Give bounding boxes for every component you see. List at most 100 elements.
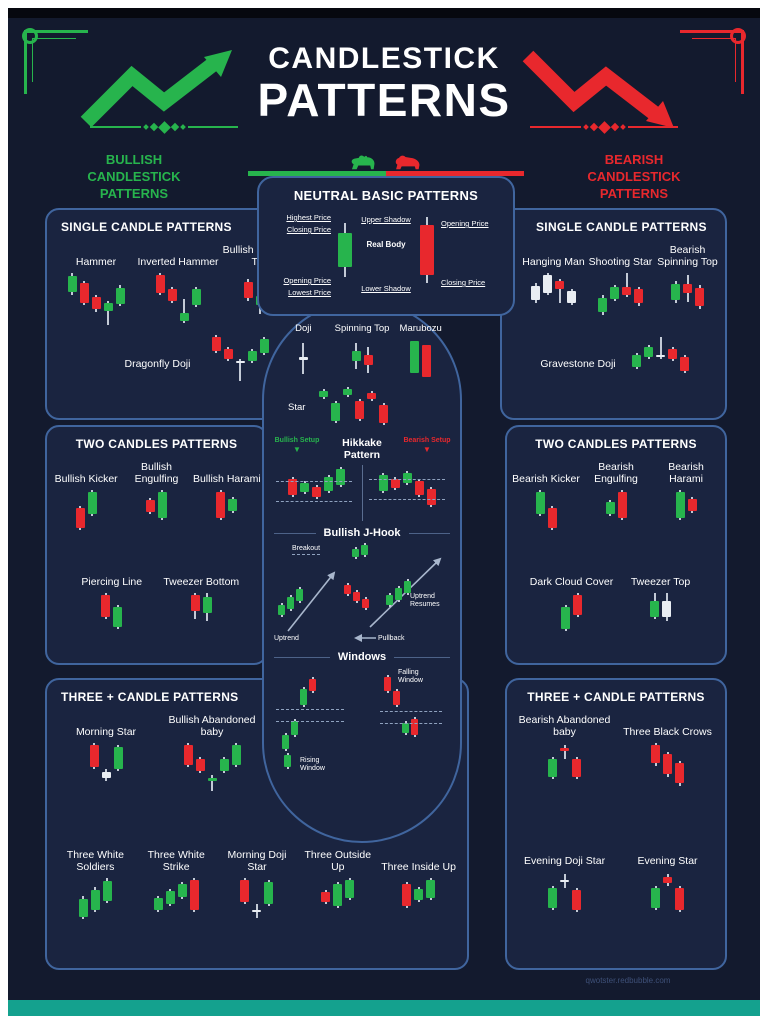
pattern-star: Star <box>264 386 460 431</box>
pattern-bullish-abandoned-baby: Bullish Abandoned baby <box>159 712 265 801</box>
pattern-name: Evening Star <box>637 854 698 867</box>
candle-upper-wick <box>263 337 265 339</box>
pattern-bearish-spinning-top: Bearish Spinning Top <box>654 242 721 331</box>
dashed-line <box>276 709 344 711</box>
candles-bearish-kicker <box>535 490 557 548</box>
candle-bearish <box>572 888 581 912</box>
candle-upper-wick <box>336 882 339 884</box>
candle-lower-wick <box>339 485 342 488</box>
dashed-line <box>380 711 442 713</box>
candle-lower-wick <box>370 398 373 401</box>
pattern-three-white-soldiers: Three White Soldiers <box>55 847 136 936</box>
candle-upper-wick <box>169 889 172 891</box>
candle-bearish <box>572 757 581 779</box>
candle-bullish <box>296 587 303 604</box>
title-line-2: PATTERNS <box>257 74 511 126</box>
candle-upper-wick <box>354 547 357 550</box>
candle-body <box>367 392 377 399</box>
candle-body <box>695 288 704 306</box>
candle-bearish <box>420 217 434 283</box>
candles-jhook-breakout <box>352 543 368 560</box>
candles-three-black-crows <box>651 743 684 801</box>
candle-bullish <box>386 593 393 608</box>
candle-bearish <box>687 497 697 513</box>
pattern-row: Evening Doji Star Evening Star <box>507 841 725 930</box>
candle-lower-wick <box>94 910 97 912</box>
candle-upper-wick <box>106 878 109 881</box>
neutral-title: NEUTRAL BASIC PATTERNS <box>293 188 479 203</box>
candle-lower-wick <box>289 609 292 612</box>
pattern-three-black-crows: Three Black Crows <box>616 712 719 801</box>
pattern-bearish-kicker: Bearish Kicker <box>511 459 581 548</box>
candle-lower-wick <box>674 300 677 303</box>
pattern-row: Bullish Kicker Bullish Engulfing Bullish… <box>47 459 266 548</box>
candle-upper-wick <box>157 896 160 898</box>
candle-body <box>560 748 569 751</box>
candle-body <box>235 361 245 363</box>
candle-lower-wick <box>625 295 628 297</box>
candle-lower-wick <box>354 557 357 560</box>
candle-upper-wick <box>193 878 196 880</box>
candle-upper-wick <box>406 471 409 474</box>
candle-upper-wick <box>358 398 361 401</box>
pattern-bullish-engulfing: Bullish Engulfing <box>121 459 191 548</box>
candle-neutral <box>235 359 245 381</box>
pattern-name: Bullish Kicker <box>54 472 118 485</box>
candle-lower-wick <box>647 357 650 359</box>
candles-dark-cloud-cover <box>561 593 582 651</box>
candle-upper-wick <box>575 757 578 759</box>
candle-upper-wick <box>625 273 628 287</box>
candle-upper-wick <box>199 757 201 759</box>
candle-lower-wick <box>93 767 95 769</box>
candle-body <box>543 275 552 293</box>
candle-upper-wick <box>370 390 373 393</box>
candle-body <box>189 880 199 910</box>
candle-bullish <box>102 878 112 903</box>
pattern-tweezer-bottom: Tweezer Bottom <box>157 562 247 651</box>
candle-bearish <box>312 485 322 500</box>
candle-bearish <box>91 295 101 312</box>
candle-body <box>333 884 343 906</box>
candle-bullish <box>675 490 685 520</box>
candle-upper-wick <box>609 500 611 502</box>
uptrend-label: Uptrend <box>274 635 299 643</box>
candle-lower-wick <box>149 512 152 514</box>
candle-bearish <box>560 745 569 759</box>
candle-bullish <box>352 547 359 560</box>
candle-upper-wick <box>187 743 189 745</box>
hikkake-bullish-chart <box>272 465 362 521</box>
candle-bullish <box>644 345 653 359</box>
candles-tweezer-bottom <box>190 593 212 651</box>
candle-bullish <box>343 386 353 397</box>
candle-bullish <box>67 273 77 295</box>
candle-lower-wick <box>286 767 289 770</box>
candles-evening-doji-star <box>548 872 581 930</box>
bull-bar <box>248 171 386 176</box>
pattern-morning-doji-star: Morning Doji Star <box>217 847 298 936</box>
candle-bearish <box>211 335 221 353</box>
pattern-gravestone-doji: Gravestone Doji <box>502 335 725 393</box>
candle-lower-wick <box>405 906 408 908</box>
closing-price-label: Closing Price <box>441 278 486 287</box>
candle-upper-wick <box>339 467 342 470</box>
candle-lower-wick <box>666 883 669 886</box>
candle-bearish <box>195 757 205 773</box>
candle-body <box>384 677 391 692</box>
candle-upper-wick <box>551 886 554 888</box>
candles-bullish-abandoned-baby <box>183 743 241 801</box>
candle-body <box>531 286 540 300</box>
candle-upper-wick <box>382 402 385 405</box>
candle-lower-wick <box>183 321 185 323</box>
candle-body <box>644 347 653 357</box>
candle-bearish <box>426 487 436 508</box>
down-arrow-icon: ▼ <box>423 444 431 454</box>
candle-lower-wick <box>406 593 409 596</box>
candle-bearish <box>145 498 155 514</box>
candle-bullish <box>535 490 545 516</box>
candle-upper-wick <box>413 717 416 720</box>
candle-lower-wick <box>635 367 638 369</box>
candle-body <box>89 745 99 767</box>
hikkake-bearish-chart <box>361 465 453 522</box>
candle-body <box>278 605 285 616</box>
candle-bullish <box>402 721 409 736</box>
